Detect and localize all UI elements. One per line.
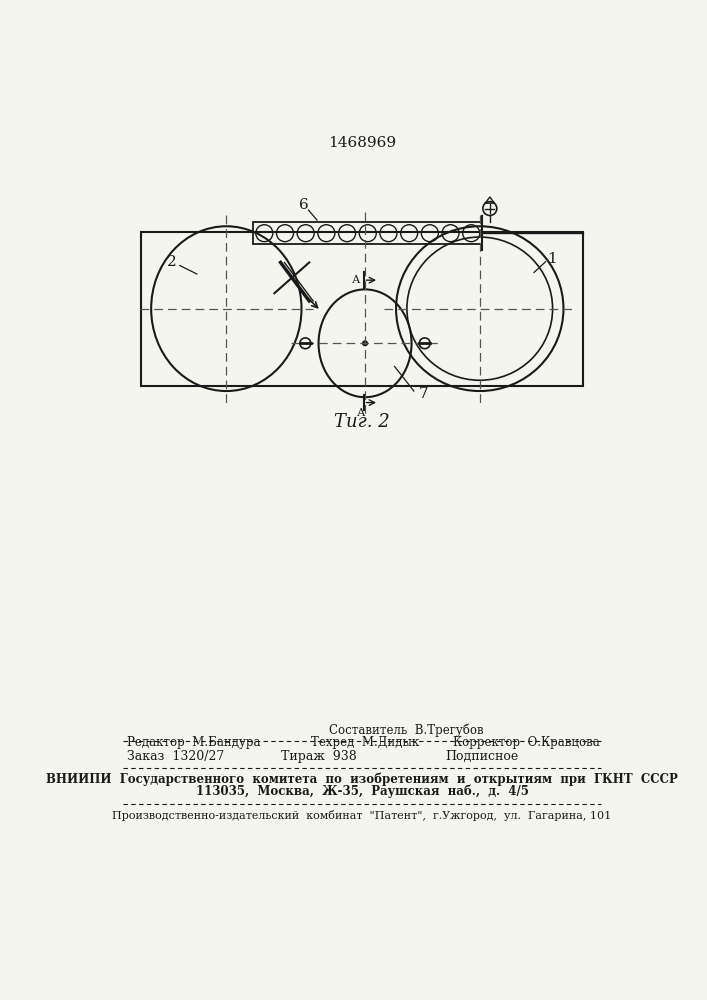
Text: Редактор  М.Бандура: Редактор М.Бандура	[127, 736, 261, 749]
Text: Тираж  938: Тираж 938	[281, 750, 356, 763]
Text: Техред  М.Дидык: Техред М.Дидык	[311, 736, 419, 749]
Text: 7: 7	[419, 387, 428, 401]
Bar	[141, 232, 583, 386]
Text: 6: 6	[299, 198, 309, 212]
Text: Производственно-издательский  комбинат  "Патент",  г.Ужгород,  ул.  Гагарина, 10: Производственно-издательский комбинат "П…	[112, 810, 612, 821]
Text: ВНИИПИ  Государственного  комитета  по  изобретениям  и  открытиям  при  ГКНТ  С: ВНИИПИ Государственного комитета по изоб…	[46, 772, 678, 786]
Text: 2: 2	[167, 255, 177, 269]
Text: Подписное: Подписное	[445, 750, 518, 763]
Text: 113035,  Москва,  Ж-35,  Раушская  наб.,  д.  4/5: 113035, Москва, Ж-35, Раушская наб., д. …	[196, 785, 528, 798]
Text: Корректор  О.Кравцова: Корректор О.Кравцова	[452, 736, 600, 749]
Text: Составитель  В.Трегубов: Составитель В.Трегубов	[329, 723, 484, 737]
Text: 1: 1	[547, 252, 556, 266]
Text: 1468969: 1468969	[328, 136, 396, 150]
Bar	[253, 222, 482, 244]
Text: Τиг. 2: Τиг. 2	[334, 413, 390, 431]
Text: Заказ  1320/27: Заказ 1320/27	[127, 750, 224, 763]
Text: А: А	[357, 408, 366, 418]
Circle shape	[363, 341, 368, 346]
Text: А: А	[351, 275, 360, 285]
